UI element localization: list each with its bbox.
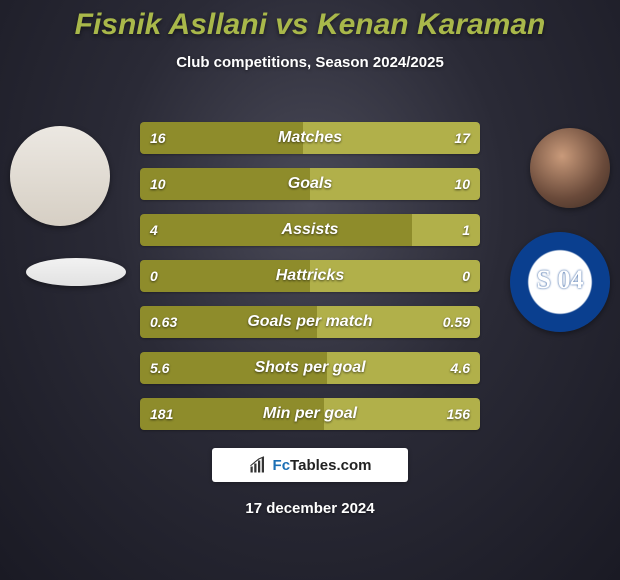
- stat-row: 1010Goals: [140, 168, 480, 200]
- player-right-avatar: [530, 128, 610, 208]
- brand-prefix: Fc: [273, 457, 291, 474]
- stat-row: 0.630.59Goals per match: [140, 306, 480, 338]
- team-right-badge: S 04: [510, 232, 610, 332]
- stat-row: 1617Matches: [140, 122, 480, 154]
- chart-icon: [249, 456, 267, 474]
- stat-value-right: 4.6: [441, 352, 480, 384]
- page-title: Fisnik Asllani vs Kenan Karaman: [0, 0, 620, 42]
- stat-value-left: 16: [140, 122, 176, 154]
- subtitle: Club competitions, Season 2024/2025: [0, 54, 620, 71]
- stat-value-left: 0.63: [140, 306, 187, 338]
- stats-bars: 1617Matches1010Goals41Assists00Hattricks…: [140, 122, 480, 430]
- stat-row: 00Hattricks: [140, 260, 480, 292]
- stat-value-right: 10: [444, 168, 480, 200]
- brand-text: FcTables.com: [273, 457, 372, 474]
- stat-value-left: 181: [140, 398, 183, 430]
- team-right-badge-text: S 04: [537, 265, 584, 295]
- stat-value-right: 156: [437, 398, 480, 430]
- brand-logo[interactable]: FcTables.com: [212, 448, 408, 482]
- team-left-badge: [26, 258, 126, 286]
- stat-value-right: 0: [452, 260, 480, 292]
- content-root: Fisnik Asllani vs Kenan Karaman Club com…: [0, 0, 620, 580]
- stat-value-left: 0: [140, 260, 168, 292]
- bar-left-fill: [140, 214, 412, 246]
- stat-value-left: 5.6: [140, 352, 179, 384]
- stat-row: 41Assists: [140, 214, 480, 246]
- stat-value-left: 10: [140, 168, 176, 200]
- stat-value-left: 4: [140, 214, 168, 246]
- brand-suffix: Tables.com: [290, 457, 371, 474]
- player-left-avatar: [10, 126, 110, 226]
- stat-value-right: 1: [452, 214, 480, 246]
- stat-value-right: 17: [444, 122, 480, 154]
- footer-date: 17 december 2024: [0, 500, 620, 517]
- stat-row: 5.64.6Shots per goal: [140, 352, 480, 384]
- stat-row: 181156Min per goal: [140, 398, 480, 430]
- stat-value-right: 0.59: [433, 306, 480, 338]
